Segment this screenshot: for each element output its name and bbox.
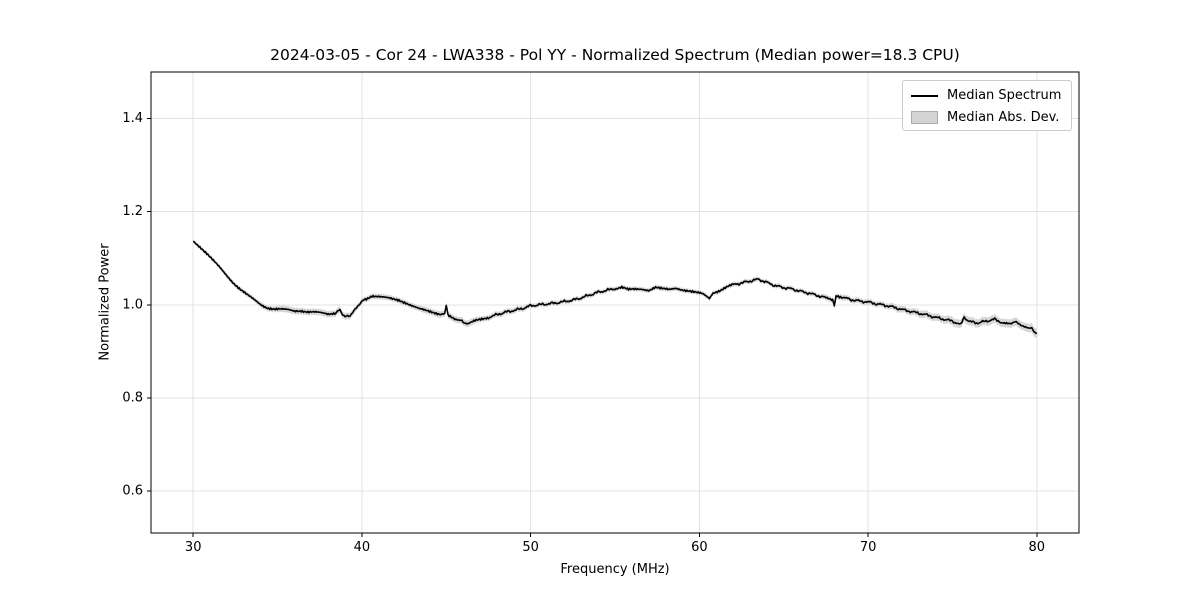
median-abs-dev-patch-swatch — [911, 111, 938, 124]
median-spectrum-line-swatch — [911, 94, 938, 97]
legend-entry-median-spectrum: Median Spectrum — [911, 87, 1063, 104]
x-axis-label: Frequency (MHz) — [560, 562, 670, 577]
x-tick-label: 30 — [185, 540, 202, 555]
y-axis-label: Normalized Power — [97, 243, 113, 361]
x-tick-label: 40 — [354, 540, 371, 555]
y-tick-label: 0.8 — [122, 391, 143, 406]
legend-label-median-spectrum: Median Spectrum — [947, 88, 1062, 103]
y-tick-label: 1.2 — [122, 204, 143, 219]
median-spectrum-line — [192, 240, 1038, 335]
plot-border — [150, 71, 1080, 534]
legend-label-median-abs-dev: Median Abs. Dev. — [947, 110, 1060, 125]
legend: Median Spectrum Median Abs. Dev. — [902, 80, 1072, 131]
x-tick-label: 80 — [1029, 540, 1046, 555]
x-tick-label: 60 — [691, 540, 708, 555]
legend-entry-median-abs-dev: Median Abs. Dev. — [911, 109, 1063, 126]
y-tick-label: 1.4 — [122, 111, 143, 126]
chart-title: 2024-03-05 - Cor 24 - LWA338 - Pol YY - … — [270, 46, 960, 64]
x-tick-label: 70 — [860, 540, 877, 555]
y-tick-label: 0.6 — [122, 484, 143, 499]
y-tick-label: 1.0 — [122, 297, 143, 312]
x-tick-label: 50 — [522, 540, 539, 555]
